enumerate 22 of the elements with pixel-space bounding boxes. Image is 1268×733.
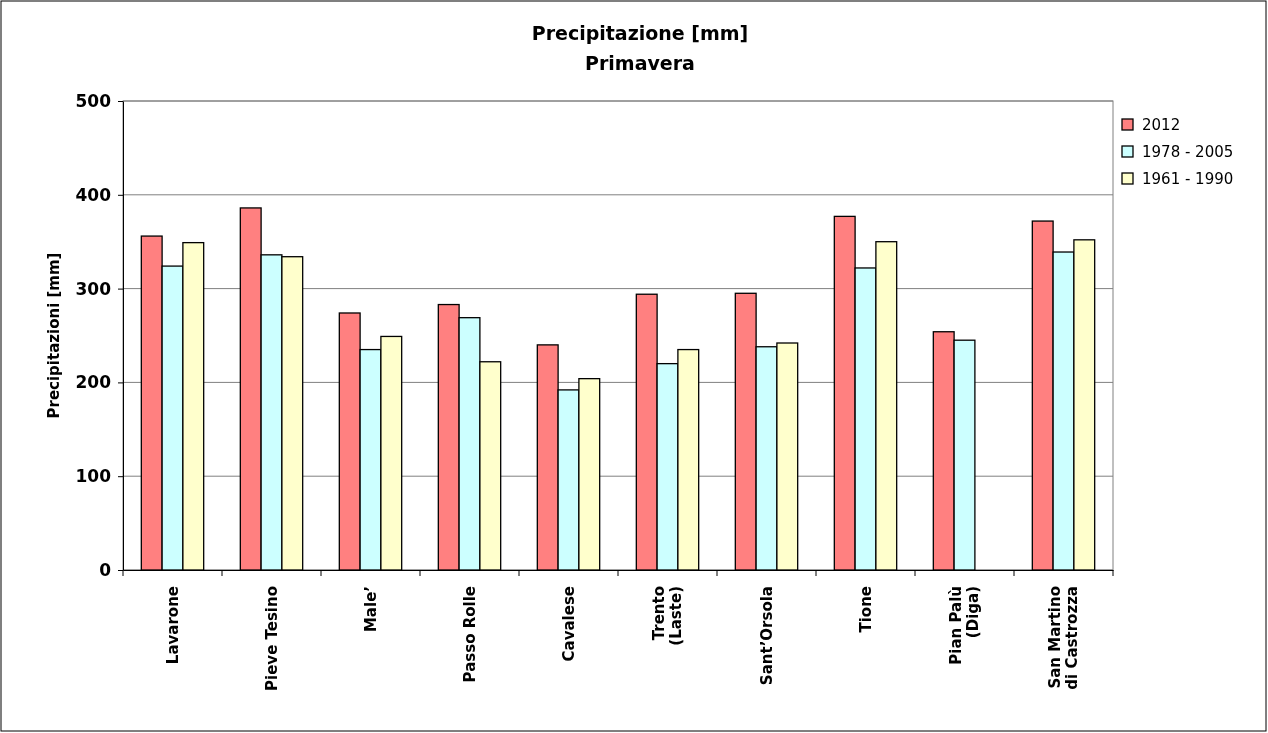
y-tick-label: 500 [75,90,112,111]
y-axis-title: Precipitazioni [mm] [45,252,63,419]
chart-subtitle: Primavera [585,52,695,74]
y-tick-label: 300 [75,278,112,299]
y-tick-label: 200 [75,372,112,393]
x-tick-label: Pieve Tesino [262,586,281,691]
y-tick-label: 100 [75,466,112,487]
x-tick-label: Tione [856,586,875,633]
x-tick-label: Male’ [361,586,380,633]
x-tick-label: Passo Rolle [460,586,479,683]
x-tick-label: Sant’Orsola [757,586,776,686]
x-tick-label: Pian Palù (Diga) [947,586,982,665]
legend-label: 1978 - 2005 [1142,143,1234,161]
legend-label: 1961 - 1990 [1142,170,1234,188]
y-tick-label: 400 [75,184,112,205]
x-tick-label: Lavarone [163,586,182,665]
chart-title: Precipitazione [mm] [531,22,749,44]
legend-label: 2012 [1142,116,1181,134]
x-tick-label: Trento (Laste) [650,586,685,646]
x-tick-label: Cavalese [559,586,578,662]
y-tick-label: 0 [99,559,112,580]
x-tick-label: San Martino di Castrozza [1046,586,1081,690]
